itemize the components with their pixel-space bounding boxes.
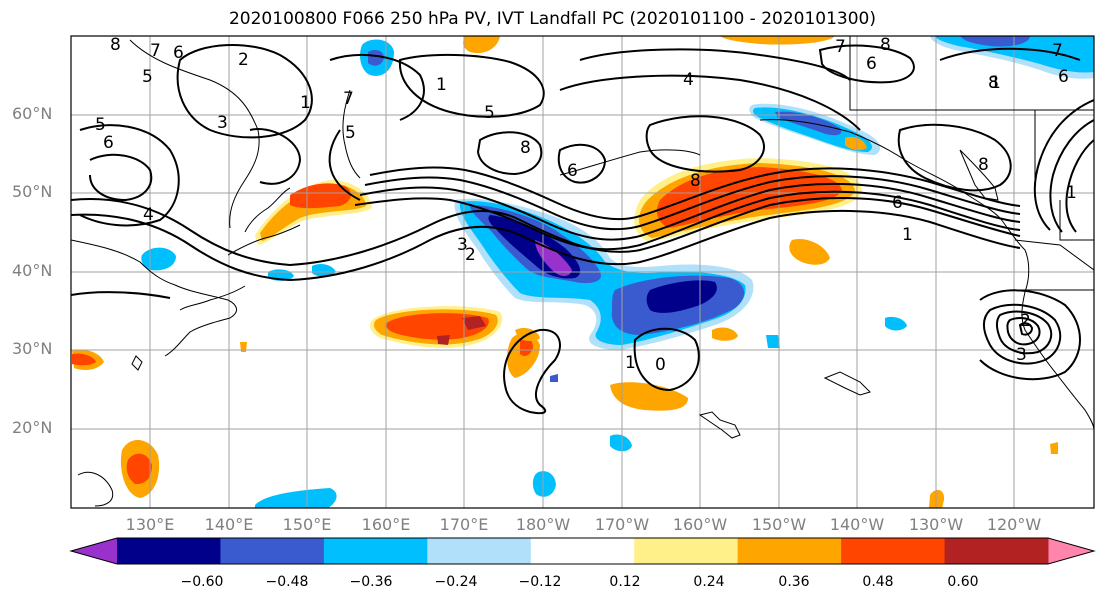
contour-label: 5 xyxy=(142,67,153,87)
colorbar-segment xyxy=(220,538,325,564)
contour-label: 8 xyxy=(988,73,999,93)
colorbar-tick-label: 0.24 xyxy=(693,574,725,590)
colorbar-tick-label: 0.36 xyxy=(778,574,810,590)
lon-label: 130°W xyxy=(908,515,964,534)
lat-label-30n: 30°N xyxy=(12,339,53,358)
contour-label: 7 xyxy=(343,89,354,109)
colorbar-segment xyxy=(530,538,635,564)
contour-label: 1 xyxy=(1066,183,1077,203)
contour-labels: 8 7 6 5 6 2 1 3 5 4 5 7 1 4 5 8 6 8 7 6 … xyxy=(95,35,1077,375)
contour-label: 6 xyxy=(567,161,578,181)
colorbar-segment xyxy=(117,538,221,564)
contour-label: 7 xyxy=(150,41,161,61)
contour-label: 5 xyxy=(484,103,495,123)
lat-label-40n: 40°N xyxy=(12,261,53,280)
lon-label: 170°E xyxy=(439,515,489,534)
lon-label: 140°E xyxy=(204,515,254,534)
contour-label: 7 xyxy=(1052,41,1063,61)
colorbar-left-extension xyxy=(71,538,117,564)
contour-label: 2 xyxy=(238,50,249,70)
colorbar-tick-label: −0.60 xyxy=(180,574,224,590)
contour-label: 6 xyxy=(1058,67,1069,87)
contour-label: 6 xyxy=(103,133,114,153)
colorbar-tick-label: −0.24 xyxy=(434,574,478,590)
contour-label: 6 xyxy=(892,193,903,213)
contour-label: 1 xyxy=(436,75,447,95)
lat-label-50n: 50°N xyxy=(12,182,53,201)
colorbar xyxy=(69,537,1096,565)
colorbar-tick-label: −0.36 xyxy=(349,574,393,590)
contour-label: 5 xyxy=(345,123,356,143)
lon-label: 120°W xyxy=(986,515,1042,534)
pv-contours xyxy=(71,43,1094,415)
lat-label-60n: 60°N xyxy=(12,104,53,123)
contour-label: 8 xyxy=(110,35,121,55)
contour-label: 3 xyxy=(217,113,228,133)
contour-label: 6 xyxy=(173,43,184,63)
lon-label: 160°E xyxy=(361,515,411,534)
colorbar-tick-label: −0.12 xyxy=(518,574,562,590)
negative-ivt-fills xyxy=(141,36,1094,508)
contour-label: 8 xyxy=(978,155,989,175)
lon-label: 140°W xyxy=(829,515,885,534)
contour-label: 8 xyxy=(690,171,701,191)
colorbar-segment xyxy=(841,538,946,564)
colorbar-tick-label: 0.48 xyxy=(862,574,894,590)
colorbar-tick-label: 0.12 xyxy=(609,574,641,590)
contour-label: 8 xyxy=(880,35,891,55)
map-frame xyxy=(70,35,1095,509)
contour-label: 1 xyxy=(625,353,636,373)
graticule xyxy=(71,36,1094,508)
lon-label: 150°W xyxy=(751,515,807,534)
colorbar-right-extension xyxy=(1048,538,1094,564)
lon-label: 160°W xyxy=(672,515,728,534)
lon-label: 150°E xyxy=(282,515,332,534)
contour-label: 2 xyxy=(465,245,476,265)
colorbar-segment xyxy=(427,538,532,564)
contour-label: 4 xyxy=(143,205,154,225)
contour-label: 8 xyxy=(520,138,531,158)
colorbar-tick-label: 0.60 xyxy=(947,574,979,590)
contour-label: 7 xyxy=(835,37,846,57)
contour-label: 4 xyxy=(683,70,694,90)
colorbar-outline xyxy=(69,537,1096,565)
contour-label: 6 xyxy=(866,54,877,74)
contour-label: 1 xyxy=(300,93,311,113)
lon-label: 130°E xyxy=(125,515,175,534)
map-plot-area: 8 7 6 5 6 2 1 3 5 4 5 7 1 4 5 8 6 8 7 6 … xyxy=(71,35,1094,508)
contour-label: 5 xyxy=(95,115,106,135)
colorbar-segment xyxy=(737,538,842,564)
contour-label: 1 xyxy=(902,225,913,245)
contour-label: 3 xyxy=(457,235,468,255)
colorbar-segment xyxy=(944,538,1049,564)
contour-label: 3 xyxy=(1016,345,1027,365)
lon-label: 180°W xyxy=(515,515,571,534)
colorbar-segment xyxy=(323,538,428,564)
contour-label: 0 xyxy=(655,355,666,375)
lat-label-20n: 20°N xyxy=(12,418,53,437)
contour-label: 2 xyxy=(1020,311,1031,331)
map-title: 2020100800 F066 250 hPa PV, IVT Landfall… xyxy=(228,9,876,29)
colorbar-segment xyxy=(634,538,739,564)
lon-label: 170°W xyxy=(594,515,650,534)
contour-label: 1 xyxy=(990,73,1001,93)
colorbar-tick-label: −0.48 xyxy=(265,574,309,590)
